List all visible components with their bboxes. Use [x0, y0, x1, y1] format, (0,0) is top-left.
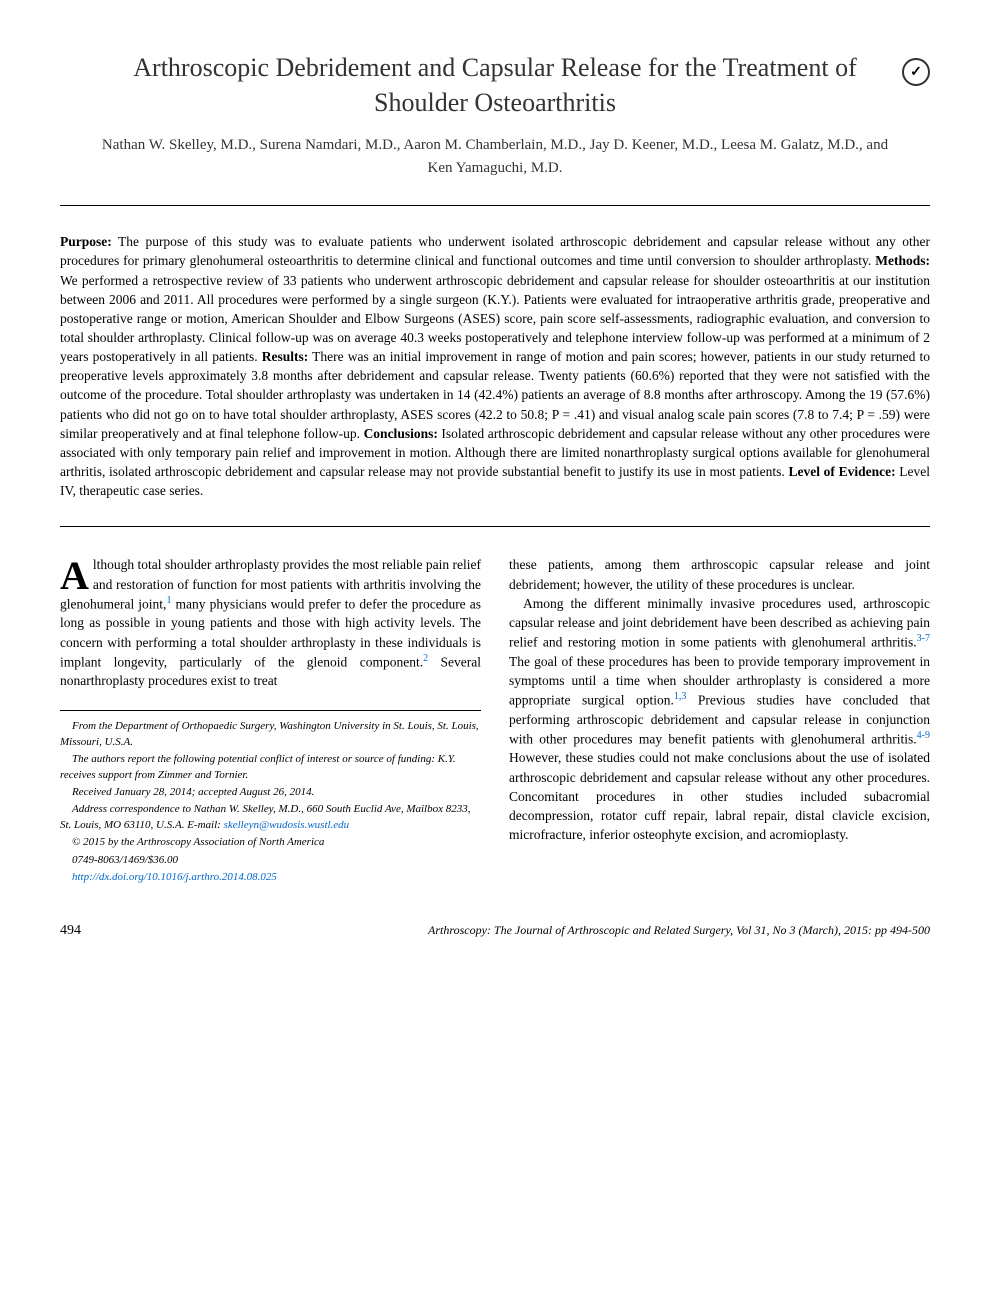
- authors-list: Nathan W. Skelley, M.D., Surena Namdari,…: [60, 134, 930, 179]
- footnote-dates: Received January 28, 2014; accepted Augu…: [60, 785, 481, 800]
- ref-4-9[interactable]: 4-9: [917, 730, 930, 741]
- dropcap: A: [60, 555, 93, 593]
- ref-1-3[interactable]: 1,3: [674, 691, 687, 702]
- methods-label: Methods:: [875, 253, 930, 268]
- article-title: Arthroscopic Debridement and Capsular Re…: [60, 50, 930, 120]
- body-text-right: these patients, among them arthroscopic …: [509, 555, 930, 844]
- correspondence-email[interactable]: skelleyn@wudosis.wustl.edu: [224, 819, 350, 831]
- col2-p2: Among the different minimally invasive p…: [509, 594, 930, 845]
- purpose-label: Purpose:: [60, 234, 112, 249]
- purpose-text: The purpose of this study was to evaluat…: [60, 234, 930, 268]
- abstract: Purpose: The purpose of this study was t…: [60, 232, 930, 500]
- column-left: Although total shoulder arthroplasty pro…: [60, 555, 481, 887]
- col2-p1: these patients, among them arthroscopic …: [509, 555, 930, 593]
- level-label: Level of Evidence:: [788, 464, 895, 479]
- footnote-conflict: The authors report the following potenti…: [60, 752, 481, 783]
- crossmark-icon[interactable]: ✓: [902, 58, 930, 86]
- footnote-correspondence: Address correspondence to Nathan W. Skel…: [60, 802, 481, 833]
- page-number: 494: [60, 923, 81, 939]
- title-block: ✓ Arthroscopic Debridement and Capsular …: [60, 50, 930, 179]
- ref-3-7[interactable]: 3-7: [917, 633, 930, 644]
- divider-bottom: [60, 526, 930, 527]
- body-text-left: Although total shoulder arthroplasty pro…: [60, 555, 481, 690]
- divider-top: [60, 205, 930, 206]
- results-label: Results:: [262, 349, 309, 364]
- page-footer: 494 Arthroscopy: The Journal of Arthrosc…: [60, 923, 930, 939]
- footnote-affiliation: From the Department of Orthopaedic Surge…: [60, 719, 481, 750]
- body-columns: Although total shoulder arthroplasty pro…: [60, 555, 930, 887]
- footnote-issn: 0749-8063/1469/$36.00: [60, 853, 481, 868]
- footnote-copyright: © 2015 by the Arthroscopy Association of…: [60, 835, 481, 850]
- column-right: these patients, among them arthroscopic …: [509, 555, 930, 887]
- conclusions-label: Conclusions:: [364, 426, 438, 441]
- footnotes: From the Department of Orthopaedic Surge…: [60, 710, 481, 885]
- journal-citation: Arthroscopy: The Journal of Arthroscopic…: [428, 923, 930, 938]
- footnote-doi[interactable]: http://dx.doi.org/10.1016/j.arthro.2014.…: [72, 871, 277, 883]
